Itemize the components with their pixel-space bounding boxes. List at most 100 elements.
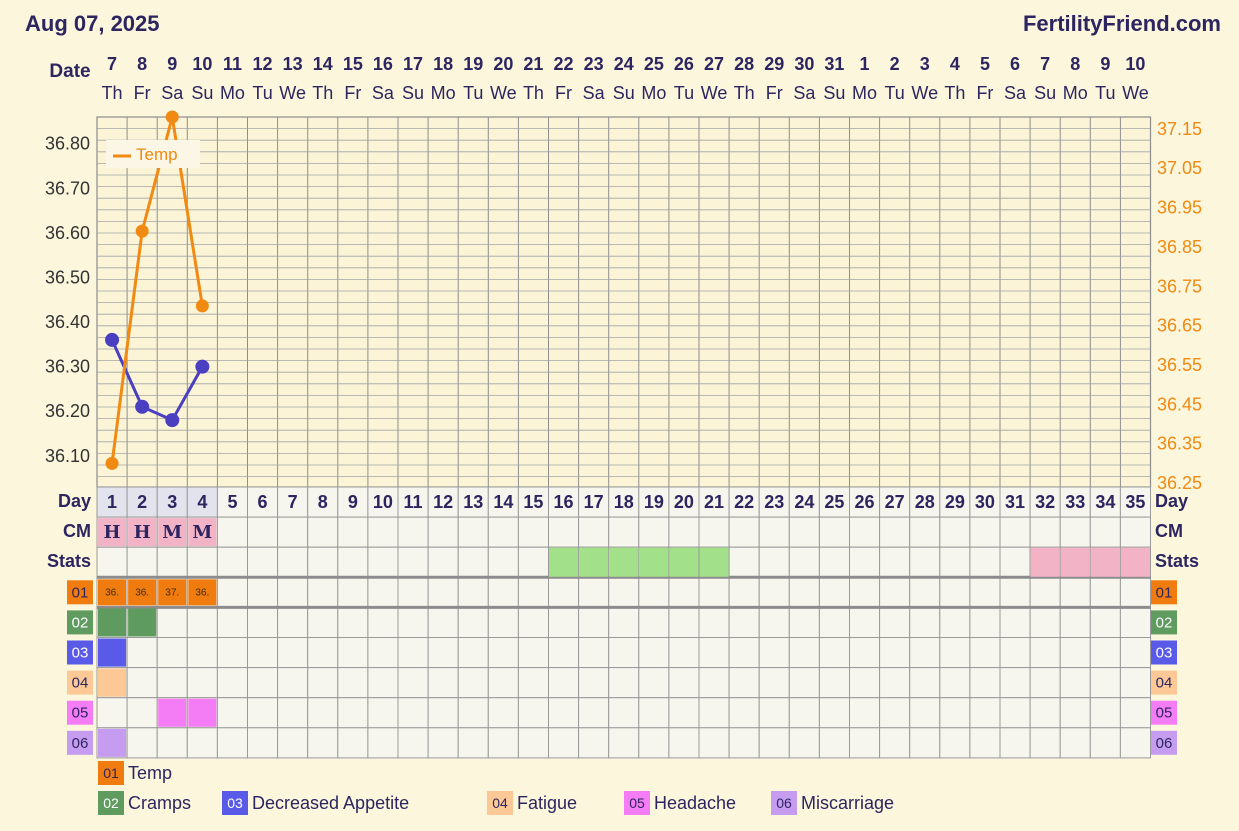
stats-end-cell — [1090, 547, 1120, 577]
grid-cell-06 — [517, 727, 550, 759]
cycle-day-number: 18 — [614, 492, 634, 512]
date-tick: 8 — [1070, 54, 1080, 74]
grid-cell-05 — [307, 697, 339, 729]
grid-cell-06 — [818, 727, 851, 759]
grid-cell-stats — [788, 546, 820, 578]
grid-cell-stats — [427, 546, 459, 578]
grid-cell-01 — [758, 576, 790, 608]
cycle-day-number: 1 — [107, 492, 117, 512]
grid-cell-06 — [397, 727, 429, 759]
grid-cell-05 — [517, 697, 550, 729]
grid-cell-01 — [788, 576, 820, 608]
weekday-tick: Mo — [1063, 83, 1088, 103]
weekday-tick: We — [911, 83, 938, 103]
grid-cell-01 — [517, 576, 550, 608]
grid-cell-05 — [939, 697, 971, 729]
grid-cell-stats — [939, 546, 971, 578]
series-line-temp — [110, 116, 204, 464]
cycle-day-number: 31 — [1005, 492, 1025, 512]
weekday-tick: Fr — [344, 83, 361, 103]
cycle-day-number: 27 — [885, 492, 905, 512]
grid-cell-03 — [969, 637, 1001, 669]
weekday-tick: Fr — [766, 83, 783, 103]
grid-cell-01 — [728, 576, 760, 608]
date-tick: 16 — [373, 54, 393, 74]
date-tick: 9 — [1100, 54, 1110, 74]
grid-cell-04 — [879, 667, 911, 699]
grid-cell-stats — [999, 546, 1031, 578]
grid-cell-01 — [849, 576, 881, 608]
grid-cell-06 — [969, 727, 1001, 759]
grid-cell-03 — [307, 637, 339, 669]
grid-cell-01 — [879, 576, 911, 608]
stats-fertile-cell — [699, 547, 729, 577]
series-point-secondary — [195, 359, 210, 374]
grid-cell-cm — [999, 516, 1031, 548]
grid-cell-06 — [1089, 727, 1121, 759]
grid-cell-06 — [1059, 727, 1091, 759]
grid-cell-06 — [216, 727, 248, 759]
temp-row-value: 37. — [165, 587, 179, 598]
grid-cell-stats — [487, 546, 519, 578]
legend-item-fatigue: 04 Fatigue — [487, 791, 577, 815]
grid-cell-01 — [939, 576, 971, 608]
row-code-badge-right — [1151, 610, 1177, 635]
grid-cell-cm — [849, 516, 881, 548]
grid-cell-cm — [939, 516, 971, 548]
legend-label-fatigue: Fatigue — [517, 792, 578, 813]
grid-cell-05 — [909, 697, 941, 729]
grid-cell-day — [818, 486, 851, 518]
grid-cell-03 — [909, 637, 941, 669]
cycle-day-number: 15 — [523, 492, 543, 512]
stats-fertile-cell — [669, 547, 699, 577]
date-tick: 11 — [223, 54, 242, 74]
date-tick: 6 — [1010, 54, 1020, 74]
row-code-badge-left — [67, 730, 93, 755]
grid-cell-stats — [156, 546, 188, 578]
weekday-tick: Su — [402, 83, 424, 103]
grid-cell-02 — [788, 606, 820, 639]
weekday-tick: Sa — [372, 83, 395, 103]
weekday-tick: Mo — [220, 83, 245, 103]
grid-cell-03 — [397, 637, 429, 669]
legend-item-miscarriage: 06 Miscarriage — [771, 791, 894, 815]
legend-code-01: 01 — [98, 761, 124, 785]
grid-cell-05 — [126, 697, 158, 729]
weekday-tick: Th — [734, 83, 755, 103]
grid-cell-cm — [728, 516, 760, 548]
grid-cell-02 — [487, 606, 519, 639]
grid-cell-01 — [457, 576, 489, 608]
grid-cell-02 — [156, 606, 188, 639]
grid-cell-01 — [909, 576, 941, 608]
grid-cell-01 — [999, 576, 1031, 608]
grid-cell-02 — [427, 606, 459, 639]
grid-cell-06 — [999, 727, 1031, 759]
site-name[interactable]: FertilityFriend.com — [1022, 11, 1221, 36]
row-code-left: 01 — [72, 584, 89, 601]
grid-cell-stats — [277, 546, 309, 578]
grid-cell-cm — [698, 516, 730, 548]
cycle-day-number: 28 — [915, 492, 935, 512]
date-tick: 23 — [584, 54, 604, 74]
row-code-badge-right — [1151, 670, 1177, 695]
grid-cell-01 — [427, 576, 459, 608]
grid-cell-04 — [186, 667, 218, 699]
grid-cell-stats — [216, 546, 248, 578]
grid-cell-04 — [1059, 667, 1091, 699]
grid-cell-01 — [578, 576, 610, 608]
grid-cell-03 — [608, 637, 640, 669]
row-code-right: 04 — [1156, 675, 1173, 692]
grid-cell-03 — [337, 637, 369, 669]
grid-cell-day — [1059, 486, 1091, 518]
right-axis-tick: 36.85 — [1157, 237, 1202, 257]
date-tick: 17 — [403, 54, 423, 74]
cycle-day-number: 16 — [554, 492, 574, 512]
weekday-tick: Sa — [161, 83, 184, 103]
cycle-day-number: 34 — [1095, 492, 1115, 512]
cycle-day-number: 19 — [644, 492, 664, 512]
grid-cell-03 — [668, 637, 700, 669]
grid-cell-02 — [698, 606, 730, 639]
cycle-day-number: 9 — [348, 492, 358, 512]
row-code-left: 06 — [72, 735, 89, 752]
cm-code: M — [192, 522, 212, 543]
